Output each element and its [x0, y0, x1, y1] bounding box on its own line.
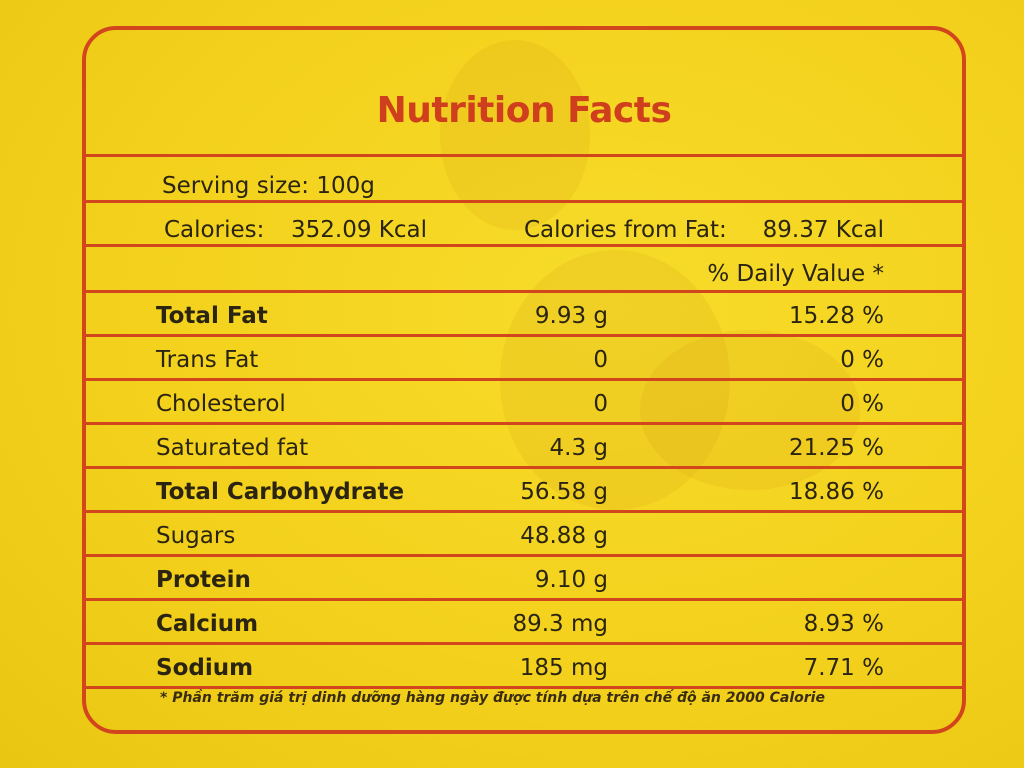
nutrient-name: Cholesterol [156, 391, 286, 417]
serving-size-value: 100g [316, 173, 375, 199]
nutrient-name: Sodium [156, 655, 254, 681]
table-row: Sugars 48.88 g [86, 514, 962, 558]
nutrient-daily-value: 0 % [840, 391, 884, 417]
table-row: Protein 9.10 g [86, 558, 962, 602]
background-watermark [440, 40, 590, 230]
table-row: Calcium 89.3 mg 8.93 % [86, 602, 962, 646]
divider [86, 554, 962, 557]
nutrient-amount: 48.88 g [520, 523, 608, 549]
nutrient-daily-value: 7.71 % [803, 655, 884, 681]
nutrient-amount: 4.3 g [549, 435, 609, 461]
nutrient-amount: 9.10 g [534, 567, 608, 593]
nutrient-name: Trans Fat [156, 347, 259, 373]
page-title: Nutrition Facts [376, 90, 672, 131]
nutrient-amount: 9.93 g [534, 303, 608, 329]
nutrition-facts-panel: Nutrition Facts Serving size: 100g Calor… [82, 26, 966, 734]
calories-value: 352.09 Kcal [291, 217, 428, 243]
divider [86, 334, 962, 337]
serving-size-row: Serving size: 100g [86, 164, 962, 208]
nutrient-name: Total Carbohydrate [156, 479, 405, 505]
nutrient-name: Calcium [156, 611, 259, 637]
divider [86, 154, 962, 157]
daily-value-header-row: % Daily Value * [86, 252, 962, 296]
nutrient-daily-value: 0 % [840, 347, 884, 373]
serving-size-label: Serving size: 100g [162, 164, 375, 208]
nutrient-daily-value: 18.86 % [788, 479, 884, 505]
nutrient-name: Saturated fat [156, 435, 309, 461]
footnote: * Phần trăm giá trị dinh dưỡng hàng ngày… [160, 690, 825, 706]
divider [86, 686, 962, 689]
serving-size-label-text: Serving size: [162, 173, 310, 199]
table-row: Saturated fat 4.3 g 21.25 % [86, 426, 962, 470]
divider [86, 200, 962, 203]
table-row: Total Fat 9.93 g 15.28 % [86, 294, 962, 338]
nutrient-amount: 0 [593, 347, 608, 373]
calories-from-fat-label: Calories from Fat: [524, 217, 727, 243]
divider [86, 466, 962, 469]
table-row: Total Carbohydrate 56.58 g 18.86 % [86, 470, 962, 514]
nutrient-name: Sugars [156, 523, 236, 549]
calories-label: Calories: [164, 217, 265, 243]
divider [86, 244, 962, 247]
nutrient-daily-value: 8.93 % [803, 611, 884, 637]
divider [86, 290, 962, 293]
background-watermark [640, 330, 860, 490]
table-row: Sodium 185 mg 7.71 % [86, 646, 962, 690]
nutrient-daily-value: 15.28 % [788, 303, 884, 329]
divider [86, 642, 962, 645]
divider [86, 598, 962, 601]
nutrient-amount: 56.58 g [520, 479, 608, 505]
nutrient-name: Total Fat [156, 303, 268, 329]
nutrient-amount: 0 [593, 391, 608, 417]
nutrient-amount: 185 mg [519, 655, 608, 681]
nutrient-daily-value: 21.25 % [788, 435, 884, 461]
table-row: Trans Fat 0 0 % [86, 338, 962, 382]
daily-value-header: % Daily Value * [707, 261, 884, 287]
table-row: Cholesterol 0 0 % [86, 382, 962, 426]
nutrient-amount: 89.3 mg [512, 611, 608, 637]
calories-row: Calories: 352.09 Kcal Calories from Fat:… [86, 208, 962, 252]
divider [86, 510, 962, 513]
divider [86, 422, 962, 425]
divider [86, 378, 962, 381]
nutrient-name: Protein [156, 567, 251, 593]
calories-from-fat-value: 89.37 Kcal [762, 217, 884, 243]
